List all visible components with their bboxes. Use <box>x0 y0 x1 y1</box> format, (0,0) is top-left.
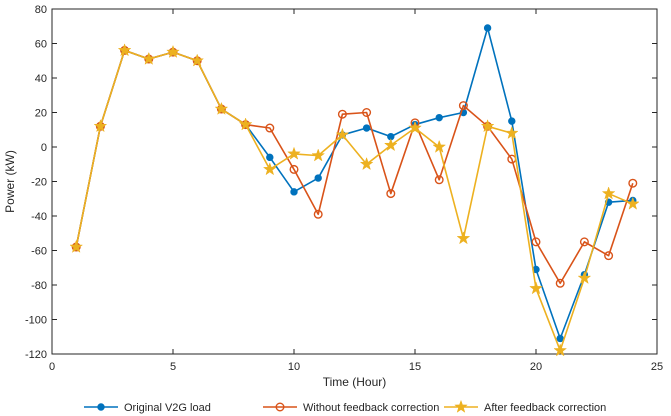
series-layer <box>69 24 640 357</box>
data-point <box>458 101 468 111</box>
data-point <box>287 146 301 160</box>
legend-swatch-marker <box>275 402 285 412</box>
y-tick-label: 60 <box>35 39 47 51</box>
data-point <box>214 101 229 115</box>
data-point <box>93 119 108 133</box>
data-point <box>456 231 471 245</box>
data-point <box>504 125 519 140</box>
y-axis-label: Power (kW) <box>3 150 17 213</box>
series-after-feedback-correction <box>69 43 640 357</box>
y-tick-label: -120 <box>25 349 47 361</box>
x-tick-label: 10 <box>288 361 300 373</box>
x-axis-label: Time (Hour) <box>323 375 387 389</box>
data-point <box>531 237 541 247</box>
data-point <box>362 107 372 117</box>
data-point <box>166 44 180 58</box>
y-tick-label: -80 <box>31 280 47 292</box>
data-point <box>362 124 371 132</box>
data-point <box>117 43 132 57</box>
x-tick-label: 25 <box>651 361 663 373</box>
data-point <box>311 148 326 162</box>
data-point <box>555 278 565 288</box>
data-point <box>556 334 564 343</box>
data-point <box>480 119 495 133</box>
data-point <box>435 113 443 122</box>
data-point <box>386 189 396 199</box>
x-tick-label: 15 <box>409 361 421 373</box>
legend-swatch-marker <box>97 403 105 411</box>
data-point <box>289 164 299 174</box>
data-point <box>266 153 274 162</box>
legend-item-original-v2g-load: Original V2G load <box>84 402 211 414</box>
data-point <box>508 117 516 125</box>
data-point <box>383 138 398 152</box>
data-point <box>529 281 543 295</box>
plot-area-box <box>51 8 658 355</box>
data-point <box>408 120 422 134</box>
legend-label: After feedback correction <box>484 402 606 414</box>
data-point <box>604 251 614 261</box>
data-point <box>335 127 350 141</box>
x-tick-label: 0 <box>49 361 55 373</box>
data-point <box>290 188 298 196</box>
legend-item-after-feedback-correction: After feedback correction <box>444 399 606 414</box>
y-axis-ticks: 80 60 40 20 0 -20 -40 -60 -80 -100 -120 <box>25 4 657 361</box>
y-tick-label: -100 <box>25 315 47 327</box>
data-point <box>238 117 253 131</box>
y-tick-label: -40 <box>31 211 47 223</box>
data-point <box>262 162 277 176</box>
y-tick-label: 0 <box>41 142 47 154</box>
data-point <box>625 196 640 210</box>
x-axis-ticks: 0 5 10 15 20 25 <box>49 9 663 373</box>
series-line <box>75 49 634 352</box>
data-point <box>69 239 84 253</box>
data-point <box>359 156 374 171</box>
data-point <box>432 139 447 153</box>
x-tick-label: 5 <box>170 361 176 373</box>
y-tick-label: 20 <box>35 108 47 120</box>
data-point <box>190 53 205 67</box>
data-point <box>314 174 322 182</box>
data-point <box>141 51 156 65</box>
data-point <box>577 270 592 284</box>
x-tick-label: 20 <box>530 361 542 373</box>
y-tick-label: 40 <box>35 73 47 85</box>
data-point <box>628 178 638 188</box>
legend-label: Without feedback correction <box>303 402 439 414</box>
data-point <box>579 237 589 247</box>
data-point <box>265 123 275 133</box>
plot-frame <box>51 8 658 355</box>
data-point <box>313 209 323 219</box>
y-tick-label: 80 <box>35 4 47 16</box>
y-tick-label: -60 <box>31 246 47 258</box>
legend-label: Original V2G load <box>124 402 211 414</box>
data-point <box>337 109 347 119</box>
y-tick-label: -20 <box>31 177 47 189</box>
legend-swatch-marker <box>454 399 468 413</box>
data-point <box>483 24 492 32</box>
data-point <box>553 343 568 357</box>
legend-item-without-feedback-correction: Without feedback correction <box>263 402 439 414</box>
data-point <box>434 175 444 185</box>
data-point <box>601 186 616 200</box>
legend: Original V2G load Without feedback correc… <box>84 399 606 414</box>
